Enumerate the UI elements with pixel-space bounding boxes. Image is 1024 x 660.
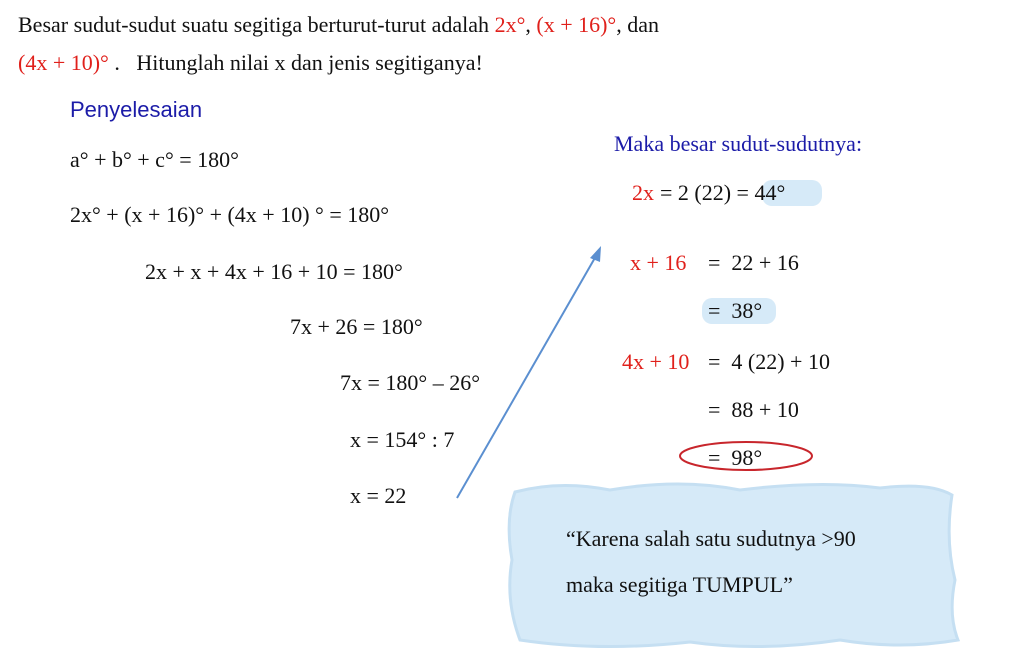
angle-label: x + 16 (630, 250, 687, 275)
text: , dan (616, 12, 659, 37)
text: , (525, 12, 537, 37)
question-line: Besar sudut-sudut suatu segitiga berturu… (18, 14, 659, 36)
text: Besar sudut-sudut suatu segitiga berturu… (18, 12, 495, 37)
step: x = 154° : 7 (350, 427, 455, 452)
conclusion: maka segitiga TUMPUL” (566, 572, 793, 597)
text: 2x° (494, 12, 526, 37)
arrow-head (590, 246, 601, 262)
angle-expr: = 2 (22) = 44° (660, 180, 786, 205)
highlight (702, 298, 776, 324)
angle-label: 4x + 10 (622, 349, 690, 374)
angle-expr: = 22 + 16 (708, 250, 799, 275)
angle-label: 2x (632, 180, 654, 205)
arrow (456, 255, 597, 499)
highlight (762, 180, 822, 206)
cloud-box (507, 482, 961, 649)
step: 2x° + (x + 16)° + (4x + 10) ° = 180° (70, 202, 390, 227)
angle-expr: = 98° (708, 445, 763, 470)
step: 7x = 180° – 26° (340, 370, 481, 395)
step: 2x + x + 4x + 16 + 10 = 180° (145, 259, 403, 284)
angle-expr: = 4 (22) + 10 (708, 349, 830, 374)
text: (x + 16)° (536, 12, 617, 37)
text: (4x + 10)° (18, 50, 109, 75)
circle-mark (679, 441, 813, 471)
heading: Maka besar sudut-sudutnya: (614, 131, 863, 156)
step: a° + b° + c° = 180° (70, 147, 239, 172)
heading: Penyelesaian (70, 97, 203, 122)
question-line: (4x + 10)° . Hitunglah nilai x dan jenis… (18, 52, 483, 74)
angle-expr: = 88 + 10 (708, 397, 799, 422)
conclusion: “Karena salah satu sudutnya >90 (566, 526, 856, 551)
angle-expr: = 38° (708, 298, 763, 323)
step: 7x + 26 = 180° (290, 314, 423, 339)
step: x = 22 (350, 483, 407, 508)
text: . Hitunglah nilai x dan jenis segitigany… (108, 50, 483, 75)
